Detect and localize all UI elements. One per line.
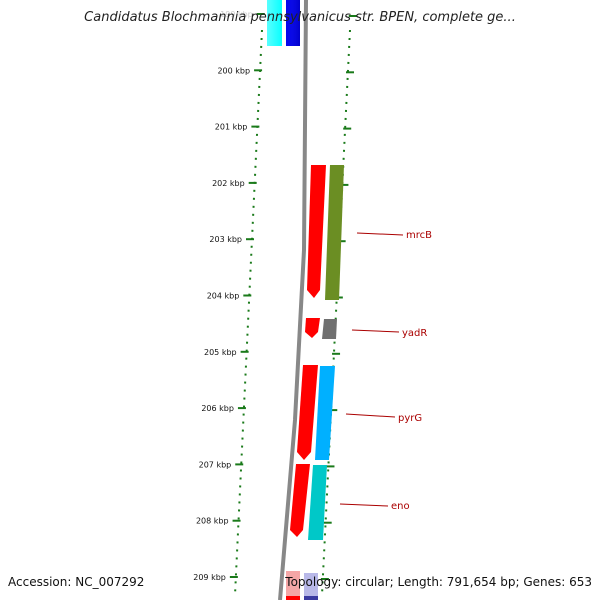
topology-label: Topology: circular; Length: 791,654 bp; … [285,575,592,589]
scale-label: 200 kbp [217,66,250,75]
gene-label-yadR[interactable]: yadR [402,328,427,339]
scale-label: 208 kbp [196,517,229,526]
scale-label: 207 kbp [199,460,232,469]
outer-dotted-guide [321,29,351,596]
scale-ticks: 199 kbp 200 kbp 201 kbp 202 kbp 203 kbp 204 k… [193,10,357,582]
scale-label: 203 kbp [209,235,242,244]
feature-navy-bottom[interactable] [304,596,318,600]
inner-dotted-guide [234,29,263,596]
scale-label: 202 kbp [212,179,245,188]
scale-label: 209 kbp [193,573,226,582]
map-title: Candidatus Blochmannia pennsylvanicus st… [84,10,516,25]
gene-arrow-eno-forward[interactable] [290,464,310,537]
scale-label: 201 kbp [215,123,248,132]
genome-backbone [278,0,308,600]
gene-block-mrcB[interactable] [325,165,344,300]
feature-pink-bottom[interactable] [286,571,300,600]
gene-callout-pyrG [345,413,396,418]
gene-label-pyrG[interactable]: pyrG [398,413,422,424]
gene-callout-mrcB [356,232,404,236]
gene-label-mrcB[interactable]: mrcB [406,230,432,241]
gene-block-pyrG[interactable] [315,366,335,460]
gene-block-yadR[interactable] [322,319,337,339]
gene-arrow-yadR-forward[interactable] [305,318,320,338]
feature-red-bottom[interactable] [286,596,300,600]
scale-label: 199 kbp [220,10,253,19]
gene-arrow-pyrG-forward[interactable] [297,365,318,460]
gene-label-eno[interactable]: eno [391,501,410,512]
gene-callout-yadR [351,329,400,333]
gene-arrow-mrcB-forward[interactable] [307,165,326,298]
accession-label: Accession: NC_007292 [8,575,145,589]
feature-lavender-bottom[interactable] [304,573,318,600]
scale-label: 205 kbp [204,348,237,357]
gene-callout-eno [339,503,389,507]
scale-label: 204 kbp [207,292,240,301]
scale-label: 206 kbp [201,404,234,413]
gene-block-eno[interactable] [308,465,327,540]
